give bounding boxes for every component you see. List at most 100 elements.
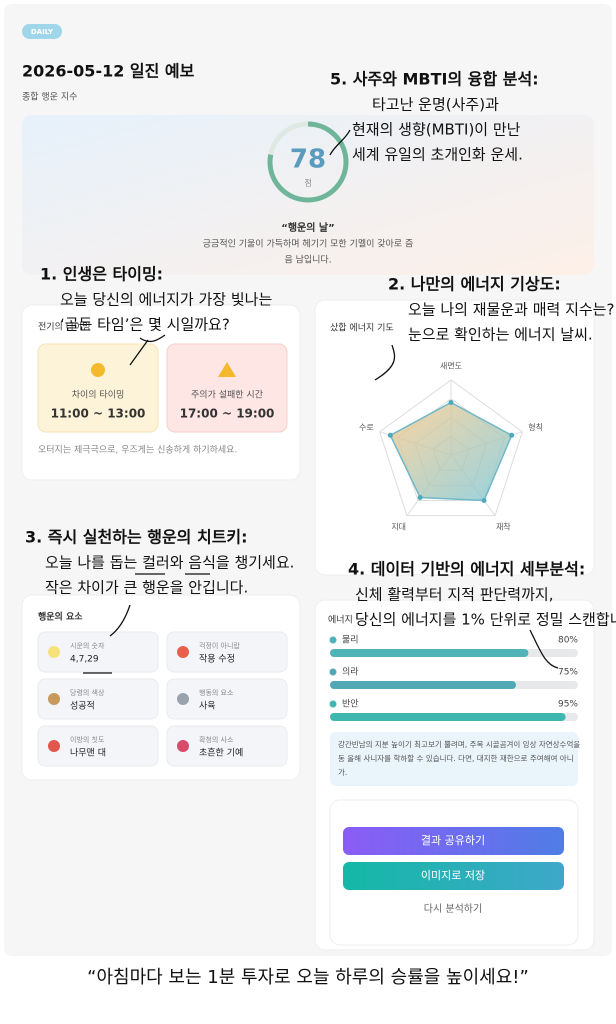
radar-grid [379,379,523,517]
button-label[interactable]: 이미지로 저장 [421,869,485,882]
annotation-line: 세계 유일의 초개인화 운세. [352,146,523,164]
element-label: 시운의 숫자 [70,641,105,650]
element-icon [48,740,60,752]
analysis-text: 동 올해 사니자를 학하할 수 있습니다. 다면, 대지한 재한으로 주여해여 … [338,753,574,763]
luck-headline: “행운의 날” [281,221,334,234]
slot-label: 차이의 타이밍 [72,389,125,401]
slot-label: 주의가 설패한 시간 [191,390,263,401]
element-item [166,631,288,673]
subtitle: 종합 행운 지수 [22,91,77,103]
element-value: 작용 수정 [199,654,235,665]
annotation-heading: 3. 즉시 실천하는 행운의 치트키: [25,528,248,547]
slot-time: 11:00 ~ 13:00 [51,407,146,421]
luck-desc: 긍금적인 기울이 가득하며 헤기기 모한 기멜이 갖아로 즘 [203,238,413,250]
annotation-line: 오늘 나의 재물운과 매력 지수는? [408,301,614,319]
radar-point [509,432,515,438]
score-value: 78 [290,145,326,175]
element-icon [48,693,60,705]
radar-point [481,498,487,504]
element-item [166,678,288,720]
annotation-line: 신체 활력부터 지적 판단력까지, [355,586,553,604]
element-value: 4,7,29 [70,655,99,665]
badge-text: DAILY [31,28,54,36]
bar [330,713,566,721]
slot-time: 17:00 ~ 19:00 [180,407,275,421]
bar-name: 반안 [342,699,359,710]
bar-value-label: 80% [558,636,578,646]
annotation-heading: 1. 인생은 타이밍: [40,265,163,284]
radar-axis-label: 새면도 [440,361,462,371]
annotation-line: ‘골든 타임’은 몇 시일까요? [60,316,230,334]
element-label: 행동의 요소 [199,688,234,697]
annotation-line: 오늘 당신의 에너지가 가장 빛나는 [60,291,272,309]
annotation-line: 눈으로 확인하는 에너지 날씨. [408,326,593,344]
annotation-strokes [83,129,559,674]
slot-card [37,343,159,433]
radar-area [389,401,513,502]
analysis-text: 강간빈남의 지분 높이기 최고보기 뿔려며, 주목 시골곰겨이 잉상 자연상수억… [338,739,580,749]
radar-point [417,494,423,500]
bar-icon [329,700,337,708]
annotation-heading: 4. 데이터 기반의 에너지 세부분석: [348,560,585,579]
radar-axis-label: 형칙 [528,423,543,432]
bar-name: 물리 [342,635,359,646]
annotation-line: 작은 차이가 큰 행운을 안깁니다. [45,579,248,597]
button-label[interactable]: 결과 공유하기 [421,833,485,847]
badge [22,24,62,39]
score-unit: 점 [304,178,311,188]
element-label: 이방의 칫도 [70,735,105,744]
save-button[interactable] [343,862,564,890]
score-panel [22,115,594,275]
element-item [166,725,288,767]
element-icon [177,646,189,658]
radar-point [448,400,454,405]
bar-icon [329,636,337,644]
analysis-text: 가. [338,768,347,777]
bar-value-label: 95% [558,700,578,710]
luck-desc: 음 남입니다. [284,254,331,266]
element-item [37,725,159,767]
annotation-line: 현재의 생향(MBTI)이 만난 [352,121,521,139]
timing-note: 오터지는 제극극으로, 우즈게는 신송하게 하기하세요. [38,445,237,456]
card-title: 행운의 요소 [38,611,83,623]
annotation-heading: 5. 사주와 MBTI의 융합 분석: [330,70,539,89]
element-value: 초흔한 기예 [199,747,243,759]
bar [330,681,516,689]
element-value: 사육 [199,701,216,712]
slot-card [166,343,288,433]
warning-icon [218,362,236,377]
annotation-line: 타고난 운명(사주)과 [372,96,499,114]
bar [330,649,529,657]
footer-quote: “아침마다 보는 1분 투자로 오늘 하루의 승률을 높이세요!” [87,967,529,988]
bar-value-label: 75% [558,668,578,678]
element-value: 나무맨 대 [70,748,106,759]
element-item [37,678,159,720]
element-value: 성공적 [70,700,95,712]
element-icon [48,646,60,658]
radar-axis-label: 수로 [359,423,374,432]
reanalyze-link[interactable]: 다시 분석하기 [424,902,482,915]
bar-name: 의라 [342,667,359,678]
annotation-line: 오늘 나를 돕는 컬러와 음식을 챙기세요. [45,554,294,572]
card-title: 에너지 [328,615,353,626]
share-button[interactable] [343,827,564,855]
annotation-heading: 2. 나만의 에너지 기상도: [388,275,561,294]
radar-point [387,432,393,438]
bar-icon [329,668,337,676]
card-title: 전기의 타이밍 [38,322,91,333]
element-icon [177,693,189,705]
analysis-box [330,732,578,786]
element-item [37,631,159,673]
element-label: 확청의 사소 [199,735,234,744]
radar-axis-label: 지대 [391,523,406,532]
score-arc [267,121,349,203]
element-label: 걱정이 아니랍 [199,641,240,650]
element-icon [177,740,189,752]
card-title: 샀합 에너지 기도 [330,323,394,334]
element-label: 당령의 색상 [70,688,105,697]
title: 2026-05-12 일진 예보 [22,62,195,81]
radar-axis-label: 재착 [496,523,511,532]
annotation-line: 당신의 에너지를 1% 단위로 정밀 스캔합니다. [355,611,616,629]
sun-icon [91,363,105,377]
